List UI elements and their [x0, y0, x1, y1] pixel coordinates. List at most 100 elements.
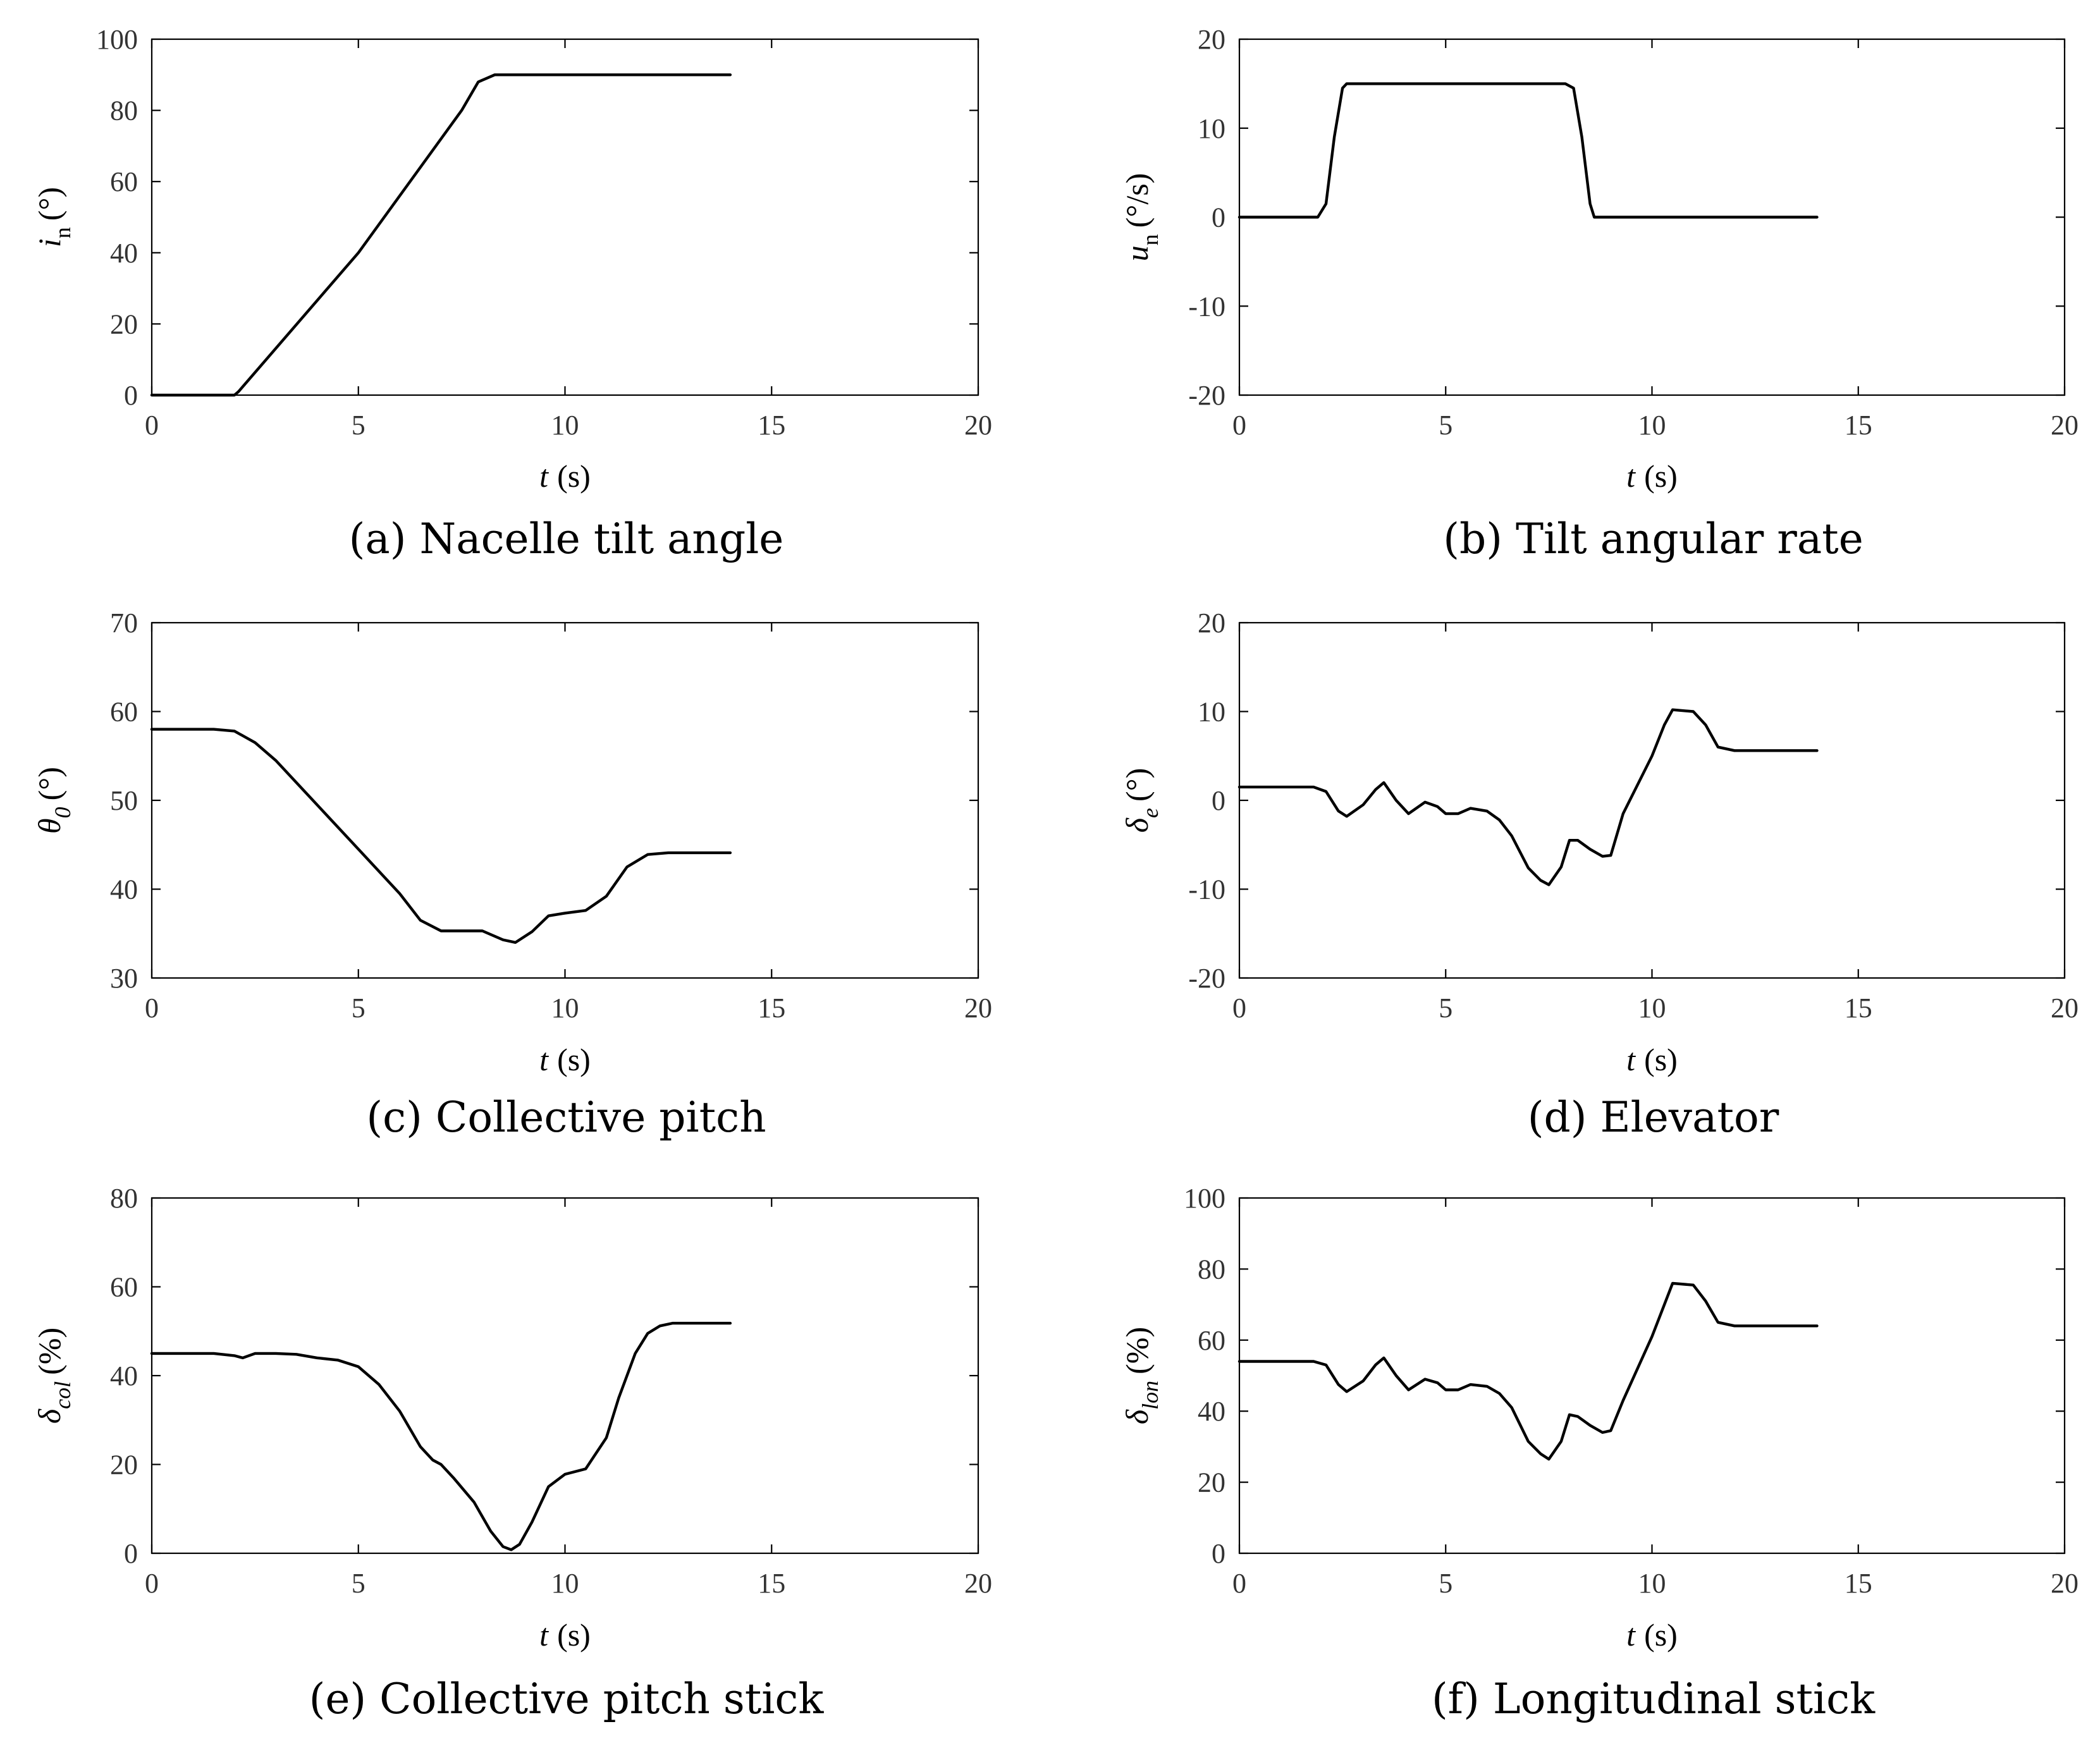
- y-tick-label: 20: [1198, 1467, 1225, 1498]
- x-tick-label: 0: [145, 1568, 159, 1599]
- panel-caption: (a) Nacelle tilt angle: [349, 515, 784, 563]
- panel-d: 0 5 10 15 20 -20 -10 0 10 20 t (s) δe (°) (d) Elevator: [1119, 608, 2079, 1142]
- x-tick-label: 15: [758, 1568, 785, 1599]
- y-axis-unit: (°/s): [1119, 173, 1155, 228]
- y-tick-label: 10: [1198, 113, 1225, 144]
- x-axis-label: t (s): [1626, 1042, 1678, 1077]
- y-tick-label: -20: [1188, 963, 1225, 994]
- x-tick-label: 15: [758, 410, 785, 441]
- x-axis-symbol: t: [539, 1042, 549, 1077]
- x-tick-label: 15: [1845, 1568, 1872, 1599]
- x-tick-label: 10: [551, 993, 579, 1024]
- y-tick-label: 40: [110, 874, 138, 905]
- panel-caption: (d) Elevator: [1528, 1093, 1779, 1142]
- x-axis-label: t (s): [1626, 458, 1678, 494]
- y-tick-label: 0: [1212, 1538, 1225, 1569]
- x-tick-label: 0: [145, 993, 159, 1024]
- x-tick-label: 10: [1638, 410, 1666, 441]
- y-tick-label: 100: [1184, 1183, 1225, 1214]
- x-tick-label: 15: [1845, 410, 1872, 441]
- series-line-delta_lon: [1237, 1281, 1819, 1461]
- y-tick-label: -20: [1188, 380, 1225, 411]
- y-axis-subscript: col: [50, 1381, 75, 1409]
- plot-frame: [150, 621, 979, 979]
- x-axis-unit: (s): [557, 1617, 591, 1653]
- x-axis-symbol: t: [1626, 1042, 1636, 1077]
- y-tick-label: 40: [110, 1360, 138, 1391]
- y-axis-unit: (°): [1119, 768, 1155, 802]
- y-axis-label: δlon (%): [1119, 1327, 1163, 1424]
- plot-frame: [1238, 621, 2066, 979]
- y-tick-label: 10: [1198, 697, 1225, 728]
- x-tick-label: 20: [2051, 410, 2079, 441]
- panel-caption: (f) Longitudinal stick: [1432, 1675, 1876, 1723]
- panel-b: 0 5 10 15 20 -20 -10 0 10 20 t (s) un (°/s) (b) Tilt a…: [1119, 24, 2079, 563]
- x-axis-label: t (s): [539, 1617, 591, 1653]
- y-axis-unit: (%): [32, 1328, 67, 1375]
- x-axis-label: t (s): [539, 458, 591, 494]
- y-axis-label: δcol (%): [32, 1328, 75, 1424]
- x-tick-label: 5: [352, 993, 365, 1024]
- x-tick-label: 5: [352, 1568, 365, 1599]
- y-axis-subscript: lon: [1138, 1381, 1163, 1410]
- y-axis-unit: (°): [32, 187, 67, 221]
- y-tick-label: 60: [110, 697, 138, 728]
- x-tick-label: 5: [352, 410, 365, 441]
- y-tick-label: -10: [1188, 291, 1225, 322]
- y-tick-label: 60: [1198, 1325, 1225, 1356]
- x-axis-label: t (s): [1626, 1617, 1678, 1653]
- y-tick-label: 30: [110, 963, 138, 994]
- x-tick-label: 10: [1638, 1568, 1666, 1599]
- y-tick-label: 80: [1198, 1254, 1225, 1285]
- x-axis-symbol: t: [539, 1617, 549, 1653]
- x-axis-symbol: t: [539, 458, 549, 494]
- x-tick-label: 20: [964, 410, 992, 441]
- y-tick-label: 0: [1212, 785, 1225, 816]
- x-tick-label: 0: [1232, 410, 1246, 441]
- y-axis-symbol: δ: [1119, 817, 1155, 833]
- plot-frame: [150, 1197, 979, 1555]
- y-tick-label: 20: [1198, 24, 1225, 55]
- y-axis-symbol: δ: [1119, 1409, 1155, 1424]
- panel-f: 0 5 10 15 20 0 20 40 60 80 100 t (s) δlon (%) (f) Longi…: [1119, 1183, 2079, 1723]
- panel-caption: (c) Collective pitch: [366, 1093, 766, 1142]
- series-line-delta_col: [150, 1321, 732, 1551]
- panel-caption: (e) Collective pitch stick: [309, 1675, 825, 1723]
- x-axis-symbol: t: [1626, 1617, 1636, 1653]
- panel-e: 0 5 10 15 20 0 20 40 60 80 t (s) δcol (%) (e) Collecti…: [32, 1183, 992, 1723]
- series-line-i_n: [150, 73, 732, 397]
- y-axis-subscript: n: [50, 227, 75, 238]
- x-tick-label: 20: [964, 1568, 992, 1599]
- x-axis-unit: (s): [1644, 458, 1678, 494]
- x-tick-label: 15: [758, 993, 785, 1024]
- y-tick-label: 0: [124, 380, 138, 411]
- y-axis-subscript: n: [1138, 234, 1163, 245]
- x-tick-label: 10: [551, 1568, 579, 1599]
- plot-frame: [150, 38, 979, 396]
- series-line-delta_e: [1237, 708, 1819, 886]
- x-tick-label: 5: [1439, 1568, 1452, 1599]
- series-line-theta_0: [150, 728, 732, 944]
- y-axis-symbol: θ: [32, 818, 67, 834]
- y-tick-label: 50: [110, 785, 138, 816]
- x-tick-label: 0: [1232, 1568, 1246, 1599]
- x-tick-label: 20: [2051, 1568, 2079, 1599]
- x-tick-label: 10: [1638, 993, 1666, 1024]
- y-tick-label: -10: [1188, 874, 1225, 905]
- series-line-u_n: [1237, 82, 1819, 219]
- y-tick-label: 40: [1198, 1396, 1225, 1427]
- y-tick-label: 0: [1212, 202, 1225, 233]
- y-tick-label: 40: [110, 238, 138, 269]
- y-axis-symbol: δ: [32, 1409, 67, 1424]
- x-axis-unit: (s): [557, 1042, 591, 1077]
- y-axis-label: un (°/s): [1119, 173, 1163, 262]
- y-tick-label: 80: [110, 1183, 138, 1214]
- y-axis-symbol: u: [1119, 245, 1155, 261]
- plot-frame: [1238, 1197, 2066, 1555]
- x-tick-label: 0: [145, 410, 159, 441]
- y-axis-symbol: i: [32, 238, 67, 247]
- x-axis-symbol: t: [1626, 458, 1636, 494]
- x-tick-label: 10: [551, 410, 579, 441]
